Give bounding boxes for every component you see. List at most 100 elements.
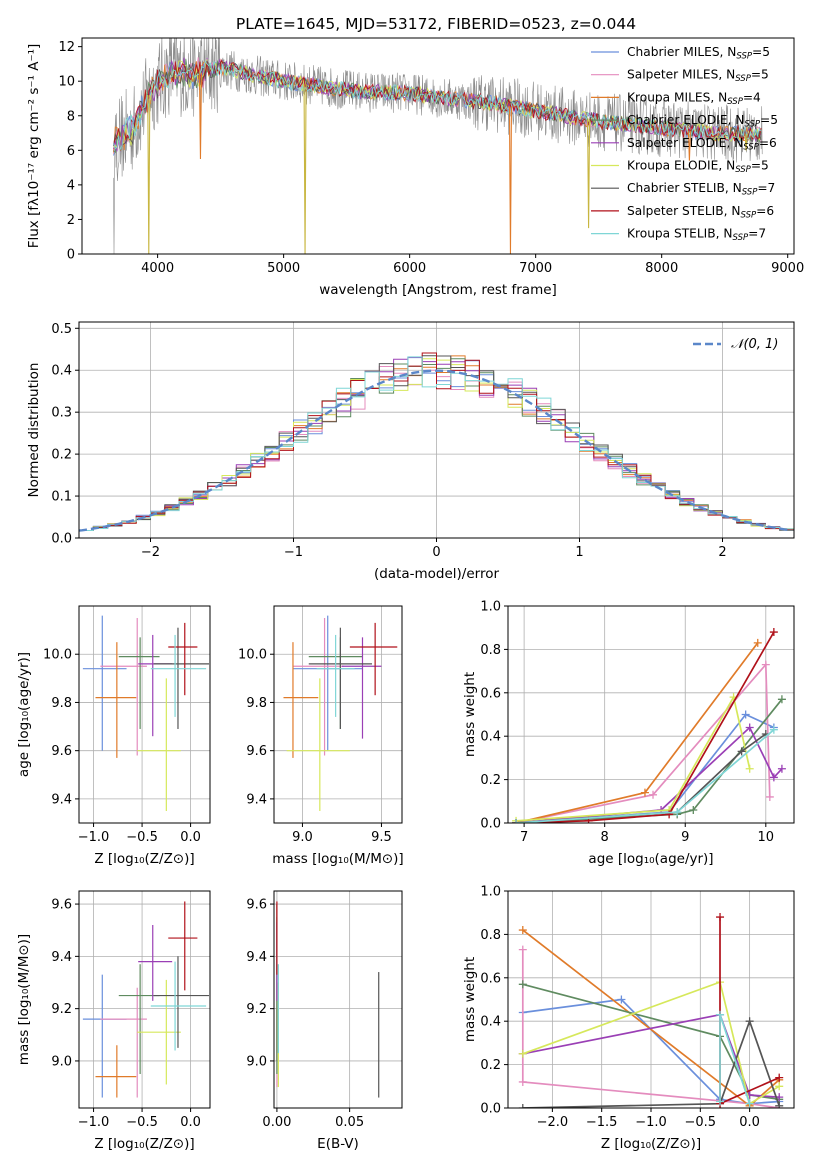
y-tick-label: 10.0 [238,648,267,663]
x-tick-label: 0 [432,545,440,560]
error-point [138,634,173,737]
y-axis-label: Flux [fλ10⁻¹⁷ erg cm⁻² s⁻¹ A⁻¹] [26,44,42,249]
y-tick-label: 0.8 [480,643,501,658]
weight-marker [765,792,774,801]
y-tick-label: 12 [58,40,75,55]
weight-marker [512,819,521,823]
error-point [100,987,147,1098]
axes-frame [273,890,403,1109]
weight-marker [761,660,770,669]
x-axis-label: wavelength [Angstrom, rest frame] [319,282,557,298]
plot-area [113,38,763,254]
weight-marker [518,945,527,954]
x-tick-label: 8 [601,830,609,845]
x-tick-label: 9 [681,830,689,845]
error-point [95,1045,137,1098]
absorption-feature [587,119,591,229]
y-tick-label: 0.3 [51,406,72,421]
error-point [95,642,137,758]
error-point [150,961,207,1051]
x-axis-label: E(B-V) [317,1136,359,1152]
weight-marker [769,628,778,637]
y-tick-label: 9.8 [246,696,267,711]
legend-label: 𝒩(0, 1) [731,337,778,352]
legend-label: Kroupa ELODIE, NSSP=5 [627,159,769,176]
x-axis-label: Z [log₁₀(Z/Z⊙)] [601,1136,701,1152]
y-tick-label: 0.4 [480,1015,501,1030]
error-point [100,618,147,756]
model-spectrum-line [113,60,762,150]
legend-label: Chabrier ELODIE, NSSP=5 [627,113,778,130]
weight-marker [716,913,725,922]
weight-line [522,980,780,1106]
error-point [308,627,372,729]
weight-line [522,1018,781,1108]
weight-marker [649,790,658,799]
y-tick-label: 9.2 [246,1002,267,1017]
x-tick-label: 6000 [393,261,426,276]
x-axis-label: mass [log₁₀(M/M⊙)] [272,851,403,867]
y-tick-label: 9.2 [51,1002,72,1017]
error-point [153,627,210,729]
weight-marker [777,695,786,704]
x-tick-label: 9.5 [371,830,392,845]
weight-marker [518,926,527,935]
weight-marker [745,764,754,773]
legend-label: Kroupa STELIB, NSSP=7 [627,227,766,244]
weight-marker [716,1097,725,1106]
x-tick-label: 10 [758,830,775,845]
y-tick-label: 0.8 [480,928,501,943]
weight-marker [775,1101,784,1108]
y-tick-label: 0.4 [480,730,501,745]
x-tick-label: −1.0 [78,830,110,845]
weight-marker [775,1073,784,1082]
x-tick-label: −0.5 [126,830,158,845]
legend: Chabrier MILES, NSSP=5 Salpeter MILES, NS… [591,45,778,243]
legend-label: Chabrier STELIB, NSSP=7 [627,181,775,198]
plot-area [82,615,210,811]
y-tick-label: 0.6 [480,971,501,986]
y-axis-label: mass weight [462,672,478,757]
error-point [292,615,363,751]
y-tick-label: 0.2 [51,448,72,463]
weight-marker [518,1104,527,1108]
normal-reference-curve [79,369,792,532]
axes-frame [78,890,211,1109]
weight-marker [741,710,750,719]
x-tick-label: 5000 [267,261,300,276]
axes-frame [78,605,211,824]
absorption-feature [147,95,151,254]
legend-label: Kroupa MILES, NSSP=4 [627,90,761,107]
legend: 𝒩(0, 1) [693,337,778,352]
axes-frame [273,605,403,824]
y-tick-label: 0.4 [51,364,72,379]
y-tick-label: 9.6 [246,898,267,913]
weight-line [516,726,783,823]
axes: 7 8 9 10 0.0 0.2 0.4 0.6 0.8 1.0 age [log₁₀(age/yr… [462,600,795,867]
figure-title: PLATE=1645, MJD=53172, FIBERID=0523, z=0… [236,15,636,33]
x-tick-label: −1.5 [586,1115,618,1130]
absorption-feature [687,130,691,161]
y-tick-label: 9.6 [51,898,72,913]
legend-label: Chabrier MILES, NSSP=5 [627,45,770,62]
weight-marker [689,805,698,814]
x-tick-label: 0.0 [739,1115,760,1130]
y-tick-label: 0.0 [480,1102,501,1117]
weight-line [521,949,780,1108]
x-axis-label: Z [log₁₀(Z/Z⊙)] [94,1136,194,1152]
y-tick-label: 9.0 [246,1054,267,1069]
legend-label: Salpeter MILES, NSSP=5 [627,68,769,85]
weight-marker [673,808,682,817]
panel-mass_vs_z: −1.0 −0.5 0.0 9.0 9.2 9.4 9.6 Z [log₁₀(Z/Z⊙)] ma… [16,890,211,1152]
error-point [150,634,207,717]
x-tick-label: 2 [718,545,726,560]
weight-line [515,662,771,823]
weight-line [516,631,775,823]
weight-marker [745,723,754,732]
weight-line [516,729,775,823]
y-tick-label: 0.0 [480,817,501,832]
weight-marker [617,995,626,1004]
axes-frame [81,37,795,255]
x-tick-label: −1.0 [78,1115,110,1130]
x-tick-label: 4000 [141,261,174,276]
